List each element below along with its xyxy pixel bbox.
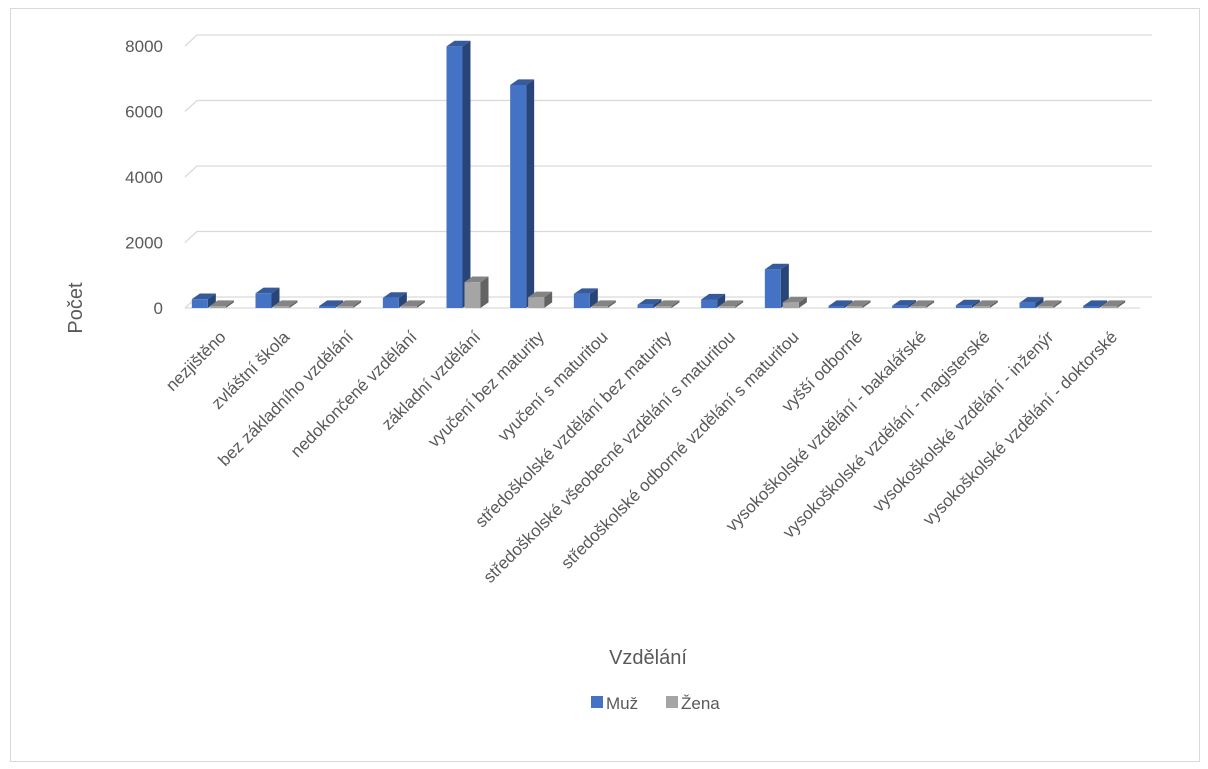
x-tick-label: nedokončené vzdělání xyxy=(287,327,421,461)
y-tick-label: 8000 xyxy=(125,37,163,56)
gridline-side xyxy=(185,35,197,46)
bar-muz xyxy=(447,41,471,308)
bar-zena xyxy=(465,277,489,308)
bars xyxy=(192,41,1125,308)
y-tick-label: 4000 xyxy=(125,168,163,187)
x-tick-label: vyučení bez maturity xyxy=(424,327,548,451)
y-axis-ticks: 0 2000 4000 6000 8000 xyxy=(125,37,163,318)
gridlines xyxy=(185,35,1152,308)
gridline-side xyxy=(185,101,197,112)
legend-item: Žena xyxy=(666,694,720,713)
legend: Muž Žena xyxy=(591,694,720,713)
y-tick-label: 2000 xyxy=(125,234,163,253)
legend-label: Žena xyxy=(681,694,720,713)
legend-item: Muž xyxy=(591,694,638,713)
legend-swatch xyxy=(666,696,678,708)
x-axis-title: Vzdělání xyxy=(609,647,687,669)
x-tick-label: vyučení s maturitou xyxy=(494,327,612,445)
legend-swatch xyxy=(591,696,603,708)
x-tick-label: středoškolské odborné vzdělání s maturit… xyxy=(557,327,802,572)
y-tick-label: 0 xyxy=(154,299,163,318)
gridline-side xyxy=(185,166,197,177)
x-tick-label: nezjištěno xyxy=(162,327,230,395)
legend-label: Muž xyxy=(606,694,638,713)
y-tick-label: 6000 xyxy=(125,103,163,122)
bar-muz xyxy=(510,79,534,308)
gridline-side xyxy=(185,232,197,243)
y-axis-title: Počet xyxy=(65,282,87,334)
